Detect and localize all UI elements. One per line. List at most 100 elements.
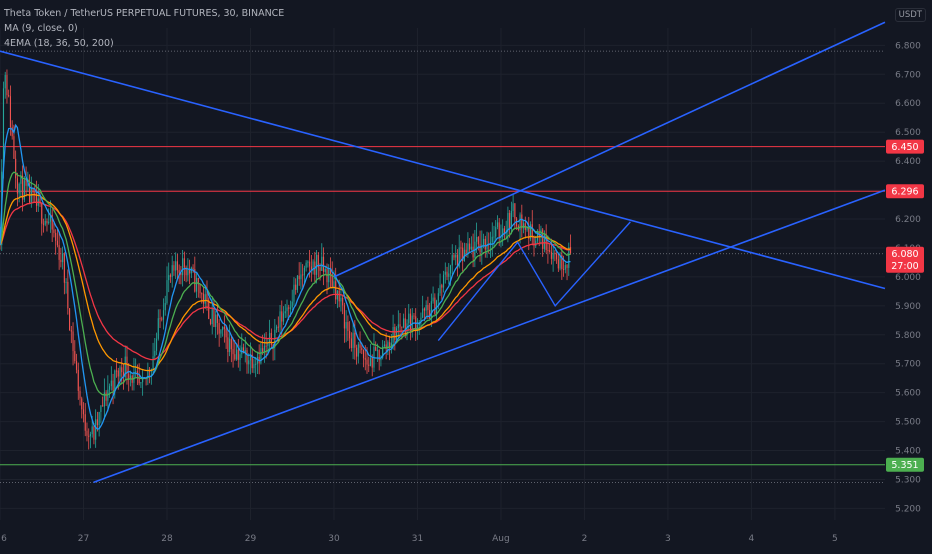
candle-body [293, 284, 295, 302]
candle-body [456, 254, 459, 267]
candle-body [222, 326, 224, 331]
candle-body [502, 228, 504, 238]
candle-body [154, 350, 156, 357]
candle-body [549, 250, 551, 252]
candle-body [109, 386, 111, 390]
last-price-badge [886, 246, 924, 273]
candle-body [568, 247, 570, 268]
candle-body [396, 328, 398, 340]
candle-body [399, 324, 401, 327]
candle-body [385, 344, 387, 349]
candle-body [187, 269, 189, 276]
candle-body [11, 127, 13, 137]
candle-body [175, 261, 177, 271]
x-tick-label: 4 [749, 534, 755, 544]
candle-body [451, 255, 453, 266]
candle-body [328, 269, 330, 283]
trendline [0, 50, 886, 290]
candle-body [29, 183, 31, 203]
candle-body [119, 367, 121, 377]
candle-body [117, 370, 119, 377]
candle-body [164, 303, 166, 311]
candle-body [392, 327, 394, 343]
candle-body [446, 271, 448, 277]
candle-body [359, 344, 361, 348]
candle-body [514, 203, 516, 219]
candle-body [401, 326, 403, 328]
y-tick-label: 6.400 [895, 157, 921, 167]
candle-body [430, 301, 432, 319]
candle-body [409, 313, 412, 333]
candle-body [305, 262, 307, 268]
candle-body [225, 329, 227, 338]
ema-18-line [0, 171, 571, 396]
candle-body [75, 361, 78, 370]
candle-body [307, 261, 309, 263]
candle-body [189, 269, 191, 274]
candle-body [82, 409, 85, 415]
candle-body [364, 358, 366, 360]
candle-body [55, 232, 57, 241]
candle-body [378, 350, 380, 361]
candle-body [227, 337, 229, 353]
candle-body [291, 301, 293, 308]
candle-body [402, 318, 405, 328]
price-level-badge [886, 184, 924, 199]
y-tick-label: 5.700 [895, 360, 921, 370]
candle-body [413, 315, 415, 317]
candle-body [465, 249, 467, 253]
candle-body [425, 305, 427, 311]
candle-body [303, 267, 305, 276]
y-tick-label: 6.500 [895, 128, 921, 138]
candle-body [533, 237, 535, 247]
candle-body [554, 253, 556, 255]
symbol-title: Theta Token / TetherUS PERPETUAL FUTURES… [4, 8, 285, 19]
candle-body [18, 183, 20, 194]
ema-36-line [0, 193, 571, 372]
y-tick-label: 6.200 [895, 215, 921, 225]
candle-body [147, 369, 149, 379]
candle-body [552, 253, 554, 259]
candle-body [535, 240, 537, 247]
candle-body [333, 281, 335, 288]
candle-body [361, 347, 363, 350]
candle-body [458, 247, 460, 267]
candle-body [479, 244, 481, 253]
candle-body [159, 318, 161, 320]
y-tick-label: 5.400 [895, 447, 921, 457]
candle-body [347, 322, 349, 331]
candle-body [522, 223, 525, 229]
candle-body [382, 346, 384, 358]
candle-body [397, 324, 399, 329]
candle-body [152, 356, 154, 369]
candle-body [67, 281, 69, 309]
candle-body [234, 354, 236, 360]
candle-body [316, 254, 318, 275]
candle-body [201, 293, 203, 295]
y-tick-label: 6.800 [895, 41, 921, 51]
candle-body [491, 236, 493, 243]
candle-body [9, 96, 12, 128]
price-level-label: 6.296 [891, 187, 918, 198]
candle-body [51, 214, 53, 230]
candle-body [279, 311, 281, 328]
candle-body [439, 285, 441, 294]
y-tick-label: 5.200 [895, 504, 921, 514]
ema-indicator-label[interactable]: 4EMA (18, 36, 50, 200) [4, 38, 114, 49]
candle-body [39, 198, 41, 204]
grid [0, 28, 885, 520]
currency-label[interactable]: USDT [894, 8, 926, 22]
candle-body [206, 294, 208, 300]
candle-body [389, 342, 391, 348]
candle-body [115, 370, 118, 372]
ma-indicator-label[interactable]: MA (9, close, 0) [4, 23, 78, 34]
candle-body [126, 356, 128, 374]
candle-body [46, 220, 48, 224]
price-level-badge [886, 457, 924, 472]
candle-body [72, 331, 74, 352]
candle-body [135, 371, 137, 373]
candle-body [550, 251, 552, 259]
candle-body [105, 392, 107, 401]
